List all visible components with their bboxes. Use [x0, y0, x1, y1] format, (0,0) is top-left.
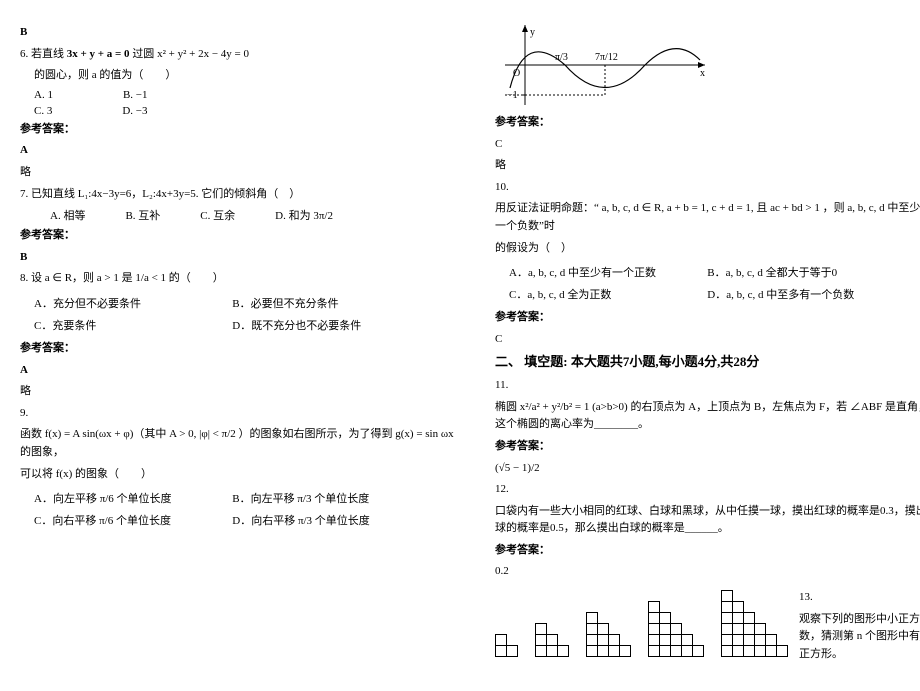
- ans8: A: [20, 362, 465, 380]
- plot-t1: π/3: [555, 52, 568, 63]
- ans-label-6: 参考答案：: [20, 121, 465, 139]
- section-2-title: 二、 填空题: 本大题共7小题,每小题4分,共28分: [495, 352, 920, 373]
- q9-oa: A．向左平移 π/6 个单位长度: [34, 490, 232, 506]
- q6-opt-d: D. −3: [122, 105, 147, 117]
- q13-text: 13. 观察下列的图形中小正方形的个数，猜测第 n 个图形中有____个小正方形…: [799, 585, 920, 667]
- left-column: B 6. 若直线 3x + y + a = 0 过圆 x² + y² + 2x …: [20, 20, 465, 667]
- q6-text-a: 6. 若直线: [20, 48, 64, 60]
- q6-options-row2: C. 3 D. −3: [34, 105, 465, 117]
- right-column: y O x π/3 7π/12 −1 参考答案： C 略 10. 用反证法证明命…: [495, 20, 920, 667]
- q10-options: A．a, b, c, d 中至少有一个正数 B．a, b, c, d 全都大于等…: [509, 261, 920, 305]
- sine-plot: y O x π/3 7π/12 −1: [495, 20, 715, 110]
- q7-options: A. 相等 B. 互补 C. 互余 D. 和为 3π/2: [50, 207, 465, 223]
- plot-m1: −1: [507, 90, 518, 101]
- ans6: A: [20, 142, 465, 160]
- q7-stem: 7. 已知直线 L₁:4x−3y=6，L₂:4x+3y=5. 它们的倾斜角（ ）: [20, 186, 465, 204]
- q6-opt-b: B. −1: [123, 89, 148, 101]
- q9-sa: 函数 f(x) = A sin(ωx + φ)（其中: [20, 428, 166, 440]
- q8-ob: B．必要但不充分条件: [232, 295, 430, 311]
- q6-text-b: 过圆: [132, 48, 154, 60]
- q8-a: 8. 设 a ∈ R，则 a > 1 是: [20, 272, 133, 284]
- q6-opt-a: A. 1: [34, 89, 53, 101]
- q8-stem: 8. 设 a ∈ R，则 a > 1 是 1/a < 1 的（ ）: [20, 270, 465, 288]
- ans7: B: [20, 249, 465, 267]
- q10-stem: 用反证法证明命题：“ a, b, c, d ∈ R, a + b = 1, c …: [495, 200, 920, 235]
- ans10: C: [495, 331, 920, 349]
- q9-ob: B．向左平移 π/3 个单位长度: [232, 490, 430, 506]
- ans-label-7: 参考答案：: [20, 227, 465, 245]
- q6-options-row1: A. 1 B. −1: [34, 89, 465, 101]
- q11-stem: 椭圆 x²/a² + y²/b² = 1 (a>b>0) 的右顶点为 A，上顶点…: [495, 399, 920, 434]
- q8-frac: 1/a < 1: [135, 272, 166, 284]
- q7-d: D. 和为 3π/2: [275, 207, 333, 223]
- q12-num: 12.: [495, 481, 920, 499]
- q10-sa: 用反证法证明命题：“: [495, 202, 599, 214]
- q12-stem: 口袋内有一些大小相同的红球、白球和黑球，从中任摸一球，摸出红球的概率是0.3，摸…: [495, 503, 920, 538]
- prev-answer-b: B: [20, 24, 465, 42]
- q6-eq1: 3x + y + a = 0: [67, 48, 130, 60]
- q8-od: D．既不充分也不必要条件: [232, 317, 430, 333]
- q8-options: A．充分但不必要条件 B．必要但不充分条件 C．充要条件 D．既不充分也不必要条…: [34, 292, 465, 336]
- q10-cond: a, b, c, d ∈ R, a + b = 1, c + d = 1, 且 …: [602, 202, 820, 214]
- q7-a: A. 相等: [50, 207, 85, 223]
- q10-oc: C．a, b, c, d 全为正数: [509, 286, 707, 302]
- q6-stem-c: 的圆心，则 a 的值为（ ）: [34, 67, 465, 85]
- q10-sc: 的假设为（ ）: [495, 240, 920, 258]
- ans9: C: [495, 136, 920, 154]
- q7-c: C. 互余: [200, 207, 235, 223]
- q10-ob: B．a, b, c, d 全都大于等于0: [707, 264, 905, 280]
- plot-t2: 7π/12: [595, 52, 618, 63]
- q8-oa: A．充分但不必要条件: [34, 295, 232, 311]
- ans11: (√5 − 1)/2: [495, 460, 920, 478]
- q9-options: A．向左平移 π/6 个单位长度 B．向左平移 π/3 个单位长度 C．向右平移…: [34, 487, 465, 531]
- q11-num: 11.: [495, 377, 920, 395]
- ans8b: 略: [20, 383, 465, 401]
- q9-stem2: 可以将 f(x) 的图象（ ）: [20, 466, 465, 484]
- q6-opt-c: C. 3: [34, 105, 52, 117]
- q9-oc: C．向右平移 π/6 个单位长度: [34, 512, 232, 528]
- q8-oc: C．充要条件: [34, 317, 232, 333]
- q10-oa: A．a, b, c, d 中至少有一个正数: [509, 264, 707, 280]
- q13-num: 13.: [799, 589, 920, 607]
- ans-label-11: 参考答案：: [495, 438, 920, 456]
- q13-wrap: 13. 观察下列的图形中小正方形的个数，猜测第 n 个图形中有____个小正方形…: [495, 585, 920, 667]
- page-root: B 6. 若直线 3x + y + a = 0 过圆 x² + y² + 2x …: [20, 20, 920, 667]
- ans9b: 略: [495, 157, 920, 175]
- q10-num: 10.: [495, 179, 920, 197]
- plot-y: y: [530, 27, 535, 38]
- ans-label-8: 参考答案：: [20, 340, 465, 358]
- q10-od: D．a, b, c, d 中至多有一个负数: [707, 286, 905, 302]
- q7-b: B. 互补: [125, 207, 160, 223]
- plot-x: x: [700, 68, 705, 79]
- square-pattern: [495, 591, 787, 657]
- ans-label-9: 参考答案：: [495, 114, 920, 132]
- q9-stem1: 函数 f(x) = A sin(ωx + φ)（其中 A > 0, |φ| < …: [20, 426, 465, 461]
- q13-stem: 观察下列的图形中小正方形的个数，猜测第 n 个图形中有____个小正方形。: [799, 611, 920, 664]
- q6-eq2: x² + y² + 2x − 4y = 0: [157, 48, 249, 60]
- q9-cond: A > 0, |φ| < π/2: [169, 428, 236, 440]
- q9-num: 9.: [20, 405, 465, 423]
- plot-o: O: [513, 68, 520, 79]
- ans-label-12: 参考答案：: [495, 542, 920, 560]
- ans-label-10: 参考答案：: [495, 309, 920, 327]
- q6-stem: 6. 若直线 3x + y + a = 0 过圆 x² + y² + 2x − …: [20, 46, 465, 64]
- q9-od: D．向右平移 π/3 个单位长度: [232, 512, 430, 528]
- ans12: 0.2: [495, 563, 920, 581]
- ans6b: 略: [20, 164, 465, 182]
- q8-b: 的（ ）: [169, 272, 224, 284]
